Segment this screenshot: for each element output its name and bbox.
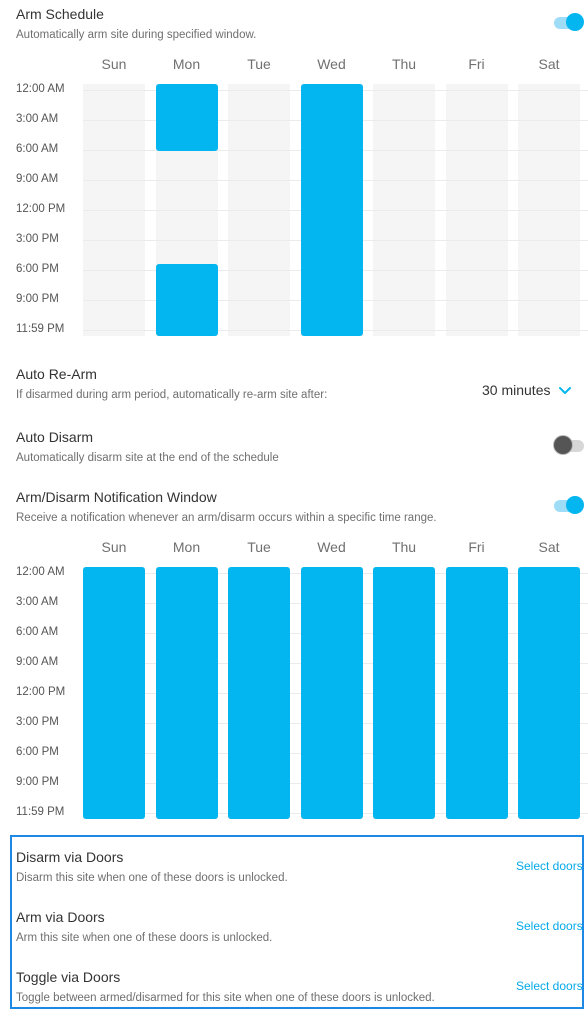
toggle-knob	[554, 436, 572, 454]
auto-disarm-toggle[interactable]	[554, 435, 586, 455]
notification-window-time-block[interactable]	[445, 567, 508, 819]
disarm-via-doors-description: Disarm this site when one of these doors…	[16, 872, 288, 884]
arm-via-doors-title: Arm via Doors	[16, 909, 105, 925]
notification-window-time-block[interactable]	[300, 567, 363, 819]
arm-schedule-time-label: 3:00 PM	[16, 233, 59, 245]
notification-window-time-label: 11:59 PM	[16, 806, 65, 818]
arm-select-doors-link[interactable]: Select doors	[516, 919, 583, 933]
notification-window-description: Receive a notification whenever an arm/d…	[16, 512, 437, 524]
notification-window-day-header-mon: Mon	[172, 539, 201, 555]
notification-window-day-header-sat: Sat	[538, 539, 560, 555]
doors-settings-panel	[10, 835, 584, 1009]
arm-schedule-day-header-sun: Sun	[101, 56, 127, 72]
arm-schedule-time-label: 3:00 AM	[16, 113, 59, 125]
arm-schedule-time-label: 9:00 AM	[16, 173, 59, 185]
notification-window-day-header-sun: Sun	[101, 539, 127, 555]
notification-window-time-block[interactable]	[83, 567, 145, 819]
arm-schedule-day-header-wed: Wed	[317, 56, 346, 72]
notification-window-time-label: 12:00 AM	[16, 566, 65, 578]
notification-window-time-label: 6:00 PM	[16, 746, 59, 758]
notification-window-time-block[interactable]	[228, 567, 290, 819]
arm-schedule-day-header-tue: Tue	[247, 56, 271, 72]
toggle-knob	[566, 13, 584, 31]
notification-window-time-block[interactable]	[518, 567, 580, 819]
arm-schedule-time-block[interactable]	[155, 264, 218, 336]
notification-window-toggle[interactable]	[552, 495, 584, 515]
toggle-knob	[566, 496, 584, 514]
auto-rearm-title: Auto Re-Arm	[16, 366, 97, 382]
arm-via-doors-description: Arm this site when one of these doors is…	[16, 932, 273, 944]
notification-window-time-label: 9:00 AM	[16, 656, 59, 668]
notification-window-time-label: 6:00 AM	[16, 626, 59, 638]
notification-window-time-label: 9:00 PM	[16, 776, 59, 788]
arm-schedule-time-label: 6:00 AM	[16, 143, 59, 155]
arm-schedule-day-header-fri: Fri	[468, 56, 485, 72]
notification-window-day-header-wed: Wed	[317, 539, 346, 555]
chevron-down-icon	[559, 387, 572, 394]
notification-window-time-block[interactable]	[155, 567, 218, 819]
arm-schedule-time-label: 6:00 PM	[16, 263, 59, 275]
notification-window-time-label: 3:00 PM	[16, 716, 59, 728]
arm-schedule-day-header-mon: Mon	[172, 56, 201, 72]
notification-window-time-label: 3:00 AM	[16, 596, 59, 608]
auto-rearm-value: 30 minutes	[482, 382, 551, 398]
notification-window-time-block[interactable]	[373, 567, 435, 819]
arm-schedule-description: Automatically arm site during specified …	[16, 29, 257, 41]
toggle-via-doors-title: Toggle via Doors	[16, 969, 121, 985]
arm-schedule-day-header-sat: Sat	[538, 56, 560, 72]
arm-schedule-toggle[interactable]	[552, 12, 584, 32]
notification-window-title: Arm/Disarm Notification Window	[16, 489, 217, 505]
disarm-select-doors-link[interactable]: Select doors	[516, 859, 583, 873]
arm-schedule-time-block[interactable]	[300, 84, 363, 336]
notification-window-time-label: 12:00 PM	[16, 686, 66, 698]
auto-rearm-description: If disarmed during arm period, automatic…	[16, 389, 328, 401]
disarm-via-doors-title: Disarm via Doors	[16, 849, 124, 865]
arm-schedule-time-block[interactable]	[155, 84, 218, 151]
toggle-select-doors-link[interactable]: Select doors	[516, 979, 583, 993]
arm-schedule-day-header-thu: Thu	[391, 56, 417, 72]
auto-disarm-title: Auto Disarm	[16, 429, 94, 445]
arm-schedule-title: Arm Schedule	[16, 6, 104, 22]
arm-schedule-time-label: 11:59 PM	[16, 323, 65, 335]
auto-disarm-description: Automatically disarm site at the end of …	[16, 452, 279, 464]
arm-schedule-time-label: 12:00 PM	[16, 203, 66, 215]
auto-rearm-dropdown[interactable]: 30 minutes	[482, 380, 572, 400]
arm-schedule-time-label: 12:00 AM	[16, 83, 65, 95]
arm-schedule-time-label: 9:00 PM	[16, 293, 59, 305]
notification-window-day-header-tue: Tue	[247, 539, 271, 555]
notification-window-day-header-fri: Fri	[468, 539, 485, 555]
notification-window-day-header-thu: Thu	[391, 539, 417, 555]
toggle-via-doors-description: Toggle between armed/disarmed for this s…	[16, 992, 435, 1004]
